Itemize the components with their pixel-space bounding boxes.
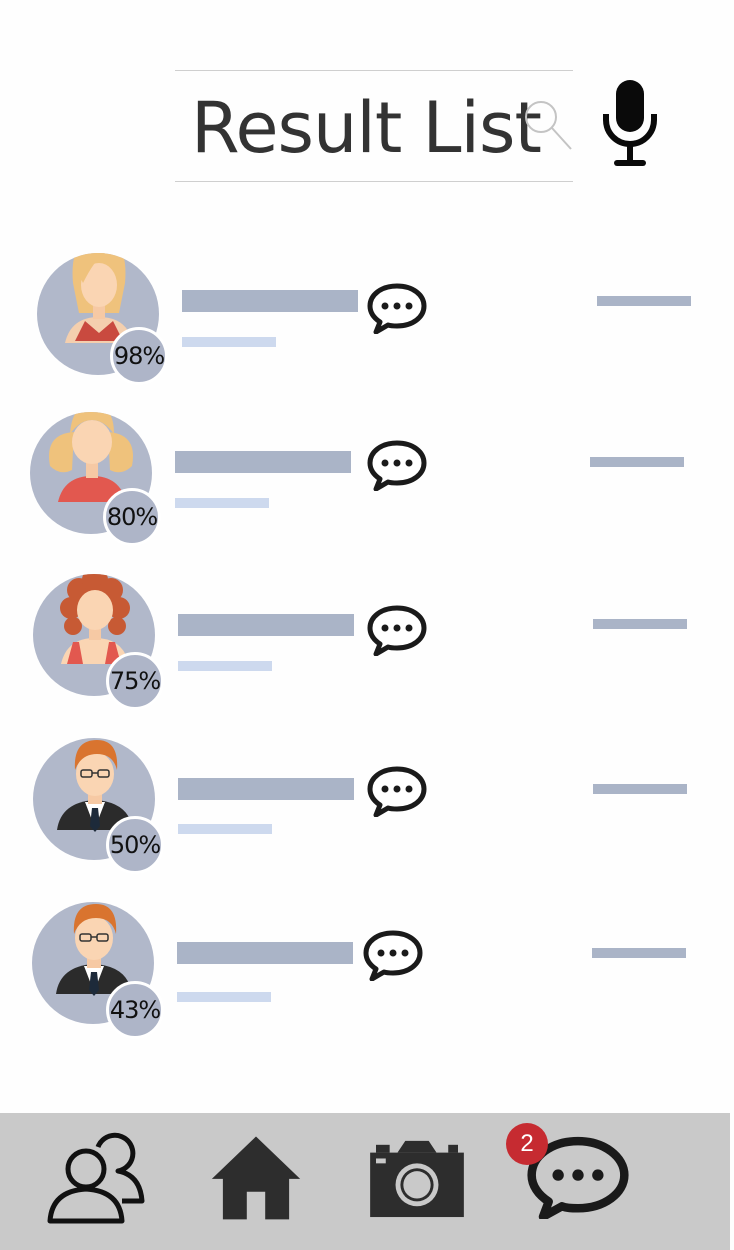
result-meta [590, 457, 684, 467]
chat-icon[interactable] [366, 765, 428, 817]
match-percentage: 43% [106, 981, 164, 1039]
result-detail [175, 498, 269, 508]
woman-curly-avatar[interactable] [33, 574, 155, 696]
microphone-icon[interactable] [600, 78, 660, 170]
result-name [175, 451, 351, 473]
chat-icon[interactable] [366, 282, 428, 334]
result-meta [593, 619, 687, 629]
woman-blonde-avatar[interactable] [37, 253, 159, 375]
chat-icon[interactable] [526, 1135, 630, 1219]
match-percentage: 98% [110, 327, 168, 385]
search-text: Result List [191, 87, 542, 169]
search-box[interactable]: Result List [175, 70, 573, 182]
result-meta [597, 296, 691, 306]
result-detail [177, 992, 271, 1002]
result-row[interactable]: 80% [0, 381, 734, 546]
result-name [178, 614, 354, 636]
chat-icon[interactable] [366, 604, 428, 656]
match-percentage: 50% [106, 816, 164, 874]
result-row[interactable]: 43% [0, 872, 734, 1039]
home-icon[interactable] [210, 1131, 302, 1223]
bottom-nav [0, 1113, 730, 1250]
result-row[interactable]: 75% [0, 545, 734, 710]
result-name [182, 290, 358, 312]
result-detail [178, 661, 272, 671]
chat-icon[interactable] [366, 439, 428, 491]
result-meta [592, 948, 686, 958]
result-name [177, 942, 353, 964]
chat-icon[interactable] [362, 929, 424, 981]
match-percentage: 75% [106, 652, 164, 710]
notification-badge: 2 [506, 1123, 548, 1165]
camera-icon[interactable] [368, 1137, 466, 1219]
result-detail [182, 337, 276, 347]
match-percentage: 80% [103, 488, 161, 546]
man-glasses-avatar[interactable] [32, 902, 154, 1024]
result-row[interactable]: 98% [0, 220, 734, 385]
result-name [178, 778, 354, 800]
contacts-icon[interactable] [46, 1127, 146, 1227]
search-icon[interactable] [521, 97, 573, 151]
result-detail [178, 824, 272, 834]
result-meta [593, 784, 687, 794]
result-row[interactable]: 50% [0, 708, 734, 874]
